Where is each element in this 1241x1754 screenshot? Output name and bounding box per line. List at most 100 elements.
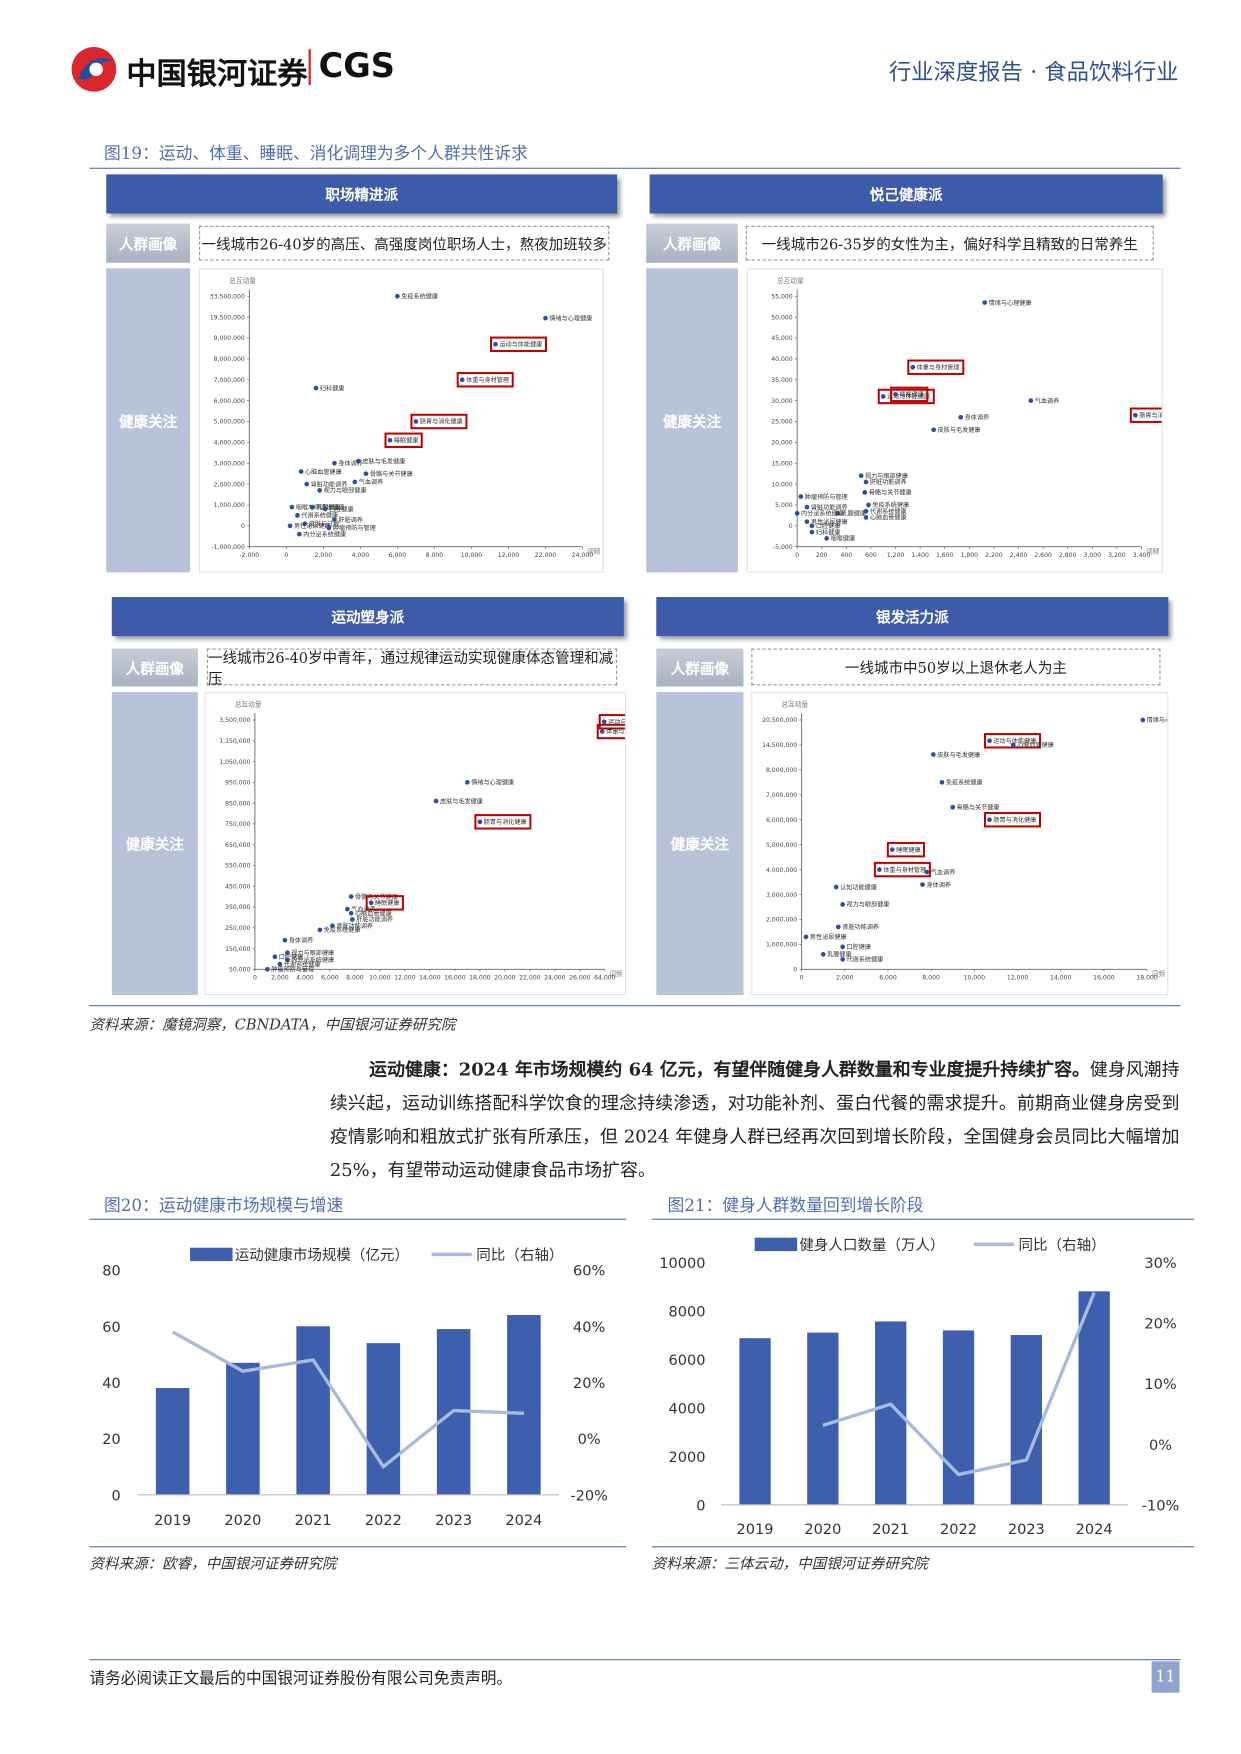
persona-label: 人群画像 <box>106 223 191 263</box>
point <box>289 504 295 510</box>
y-tick-label: 55,000 <box>771 294 793 301</box>
y-tick-label: 8,000,000 <box>214 356 245 363</box>
point <box>1133 412 1138 418</box>
highlight-box <box>456 372 514 388</box>
y-tick-label: 4,000,000 <box>214 440 245 447</box>
chart-box: 总互动量 词频 -5,000 0 5,000 10,000 15,000 20,000 25,0… <box>746 268 1187 573</box>
persona-label: 人群画像 <box>646 223 738 263</box>
y-tick-label: 6,000,000 <box>214 398 245 405</box>
y-tick-label: 10,000 <box>771 481 793 488</box>
lead: 运动健康：2024 年市场规模约 64 亿元，有望伴随健身人群数量和专业度提升持… <box>369 1058 1090 1081</box>
rule <box>651 1218 1195 1220</box>
point <box>296 531 302 537</box>
y-tick-label: 5,000,000 <box>766 842 797 849</box>
x-tick-label: 2022 <box>365 1513 402 1529</box>
legend-label: 同比（右轴） <box>476 1247 563 1264</box>
highlight-box <box>877 388 935 405</box>
x-tick-label: 2024 <box>505 1513 542 1529</box>
point <box>465 779 470 785</box>
point-label: 气血调养 <box>351 905 376 913</box>
x-tick-label: 2021 <box>872 1522 909 1538</box>
point <box>326 525 332 531</box>
legend-label: 运动健康市场规模（亿元） <box>235 1247 409 1264</box>
source: 资料来源：魔镜洞察，CBNDATA，中国银河证券研究院 <box>89 1017 456 1035</box>
y-tick-label: 60 <box>102 1320 120 1336</box>
x-tick-label: 0 <box>795 552 799 559</box>
rule <box>89 1005 1181 1007</box>
x-tick-label: 10,000 <box>964 974 986 981</box>
point <box>395 293 400 299</box>
y-tick-label: -5,000 <box>773 544 793 551</box>
point-label: 口腔健康 <box>329 505 353 513</box>
point-label: 肾脏功能调养 <box>311 480 348 488</box>
y2-tick-label: -10% <box>1142 1498 1180 1514</box>
point-label: 体重与身材管理 <box>606 728 625 736</box>
point <box>924 869 930 875</box>
persona-label: 人群画像 <box>656 648 744 687</box>
highlight-box <box>873 861 931 878</box>
x-tick-label: -2,000 <box>239 552 259 559</box>
highlight-box <box>890 386 929 403</box>
chart: 0 20 40 60 80 -20% 0% 20% 40% 60% 运动健康市场规模（亿元） 同比（右… <box>102 1247 608 1529</box>
point <box>893 392 898 397</box>
focus-label: 健康关注 <box>111 692 198 996</box>
y-tick-label: 0 <box>241 523 245 530</box>
y-tick-label: 35,000 <box>771 377 793 384</box>
point-label: 视力与眼部健康 <box>865 472 908 480</box>
point <box>277 961 283 967</box>
x-axis-title: 词频 <box>609 969 623 978</box>
source: 资料来源：三体云动，中国银河证券研究院 <box>651 1556 928 1574</box>
y-tick-label: 2,000,000 <box>766 917 797 924</box>
point-label: 皮肤与毛发健康 <box>362 457 405 465</box>
point-label: 肝脏功能调养 <box>356 916 393 924</box>
point <box>332 460 337 466</box>
logo-divider <box>308 49 311 85</box>
point <box>285 950 290 956</box>
y-tick-label: 2000 <box>669 1450 706 1466</box>
y-tick-label: 7,000,000 <box>214 377 245 384</box>
chart-box: 总互动量 词频 -1,000,000 0 1,000,000 2,000,000 3,000… <box>199 268 604 573</box>
point <box>302 521 308 527</box>
point <box>794 510 800 516</box>
y-tick-label: 8000 <box>669 1304 706 1320</box>
x-tick-label: 1,200 <box>887 552 905 559</box>
x-tick-label: 2023 <box>1008 1522 1045 1538</box>
point-label: 咽喉健康 <box>831 535 855 543</box>
scatter-chart: 总互动量词频-5,00005,00010,00015,00020,00025,0… <box>771 276 1187 559</box>
point <box>433 798 439 804</box>
point-label: 运动与体能健康 <box>887 393 930 401</box>
bar <box>807 1332 839 1505</box>
x-tick-label: 0 <box>284 552 288 559</box>
y-tick-label: 2,000,000 <box>214 481 245 488</box>
point <box>804 519 810 525</box>
point-label: 肿瘤预防与管理 <box>333 524 376 532</box>
y-tick-label: 80 <box>102 1264 120 1280</box>
point-label: 气血调养 <box>931 868 956 876</box>
point <box>982 300 988 305</box>
point-label: 免疫系统健康 <box>872 501 909 509</box>
x-axis-title: 词频 <box>1146 546 1160 555</box>
point-label: 体重与身材管理 <box>917 363 960 371</box>
rule <box>651 1546 1195 1548</box>
figure-title: 图21：健身人群数量回到增长阶段 <box>667 1195 924 1216</box>
point-label: 皮肤与毛发健康 <box>938 426 981 434</box>
point-label: 气血调养 <box>359 478 383 486</box>
point-label: 心脑血管健康 <box>870 514 907 522</box>
y-tick-label: 6,000,000 <box>766 817 797 824</box>
x-tick-label: 4,000 <box>352 552 370 559</box>
y-tick-label: 0 <box>789 523 793 530</box>
point <box>950 804 956 810</box>
bar <box>507 1315 541 1495</box>
x-tick-label: 1,600 <box>936 552 954 559</box>
point <box>931 427 937 433</box>
point <box>824 536 830 541</box>
y-tick-label: 950,000 <box>225 780 250 787</box>
point-label: 妇科健康 <box>816 528 841 536</box>
bar <box>155 1388 190 1495</box>
y2-tick-label: 30% <box>1144 1256 1176 1272</box>
chart-box: 总互动量 词频 50,000 150,000 250,000 350,000 450,000… <box>204 692 656 996</box>
point <box>287 523 293 529</box>
x-tick-label: 10,000 <box>461 552 483 559</box>
y-tick-label: 650,000 <box>225 842 250 849</box>
point-label: 皮肤与毛发健康 <box>440 797 483 805</box>
